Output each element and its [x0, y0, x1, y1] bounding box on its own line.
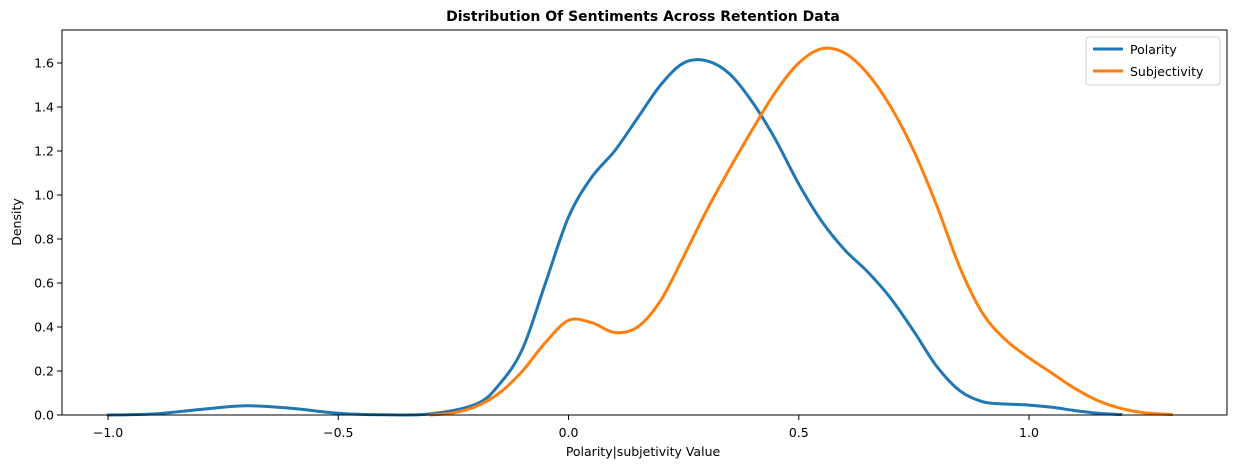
y-axis-label: Density [9, 198, 24, 246]
x-axis: −1.0 −0.5 0.0 0.5 1.0 [93, 415, 1039, 440]
plot-frame [61, 29, 1228, 416]
x-tick-label: −1.0 [93, 425, 123, 440]
x-axis-label: Polarity|subjetivity Value [566, 444, 721, 459]
y-tick-label: 0.8 [34, 232, 54, 247]
y-tick-label: 1.0 [34, 188, 54, 203]
series-line-subjectivity [428, 46, 1174, 417]
y-tick-label: 0.0 [34, 408, 54, 423]
y-tick-label: 1.6 [34, 56, 54, 71]
y-tick-label: 0.6 [34, 276, 54, 291]
x-tick-label: 0.5 [789, 425, 809, 440]
y-tick-label: 1.4 [34, 100, 54, 115]
y-tick-label: 0.4 [34, 320, 54, 335]
y-tick-label: 0.2 [34, 364, 54, 379]
y-axis: 0.0 0.2 0.4 0.6 0.8 1.0 1.2 1.4 1.6 [34, 56, 62, 423]
y-tick-label: 1.2 [34, 144, 54, 159]
chart-title: Distribution Of Sentiments Across Retent… [446, 9, 840, 25]
x-tick-label: −0.5 [323, 425, 353, 440]
x-tick-label: 1.0 [1019, 425, 1039, 440]
series-line-polarity [106, 58, 1123, 417]
x-tick-label: 0.0 [559, 425, 579, 440]
legend-label-subjectivity: Subjectivity [1130, 64, 1204, 79]
legend: Polarity Subjectivity [1085, 36, 1221, 86]
legend-label-polarity: Polarity [1130, 42, 1177, 57]
series-layer [106, 46, 1174, 417]
